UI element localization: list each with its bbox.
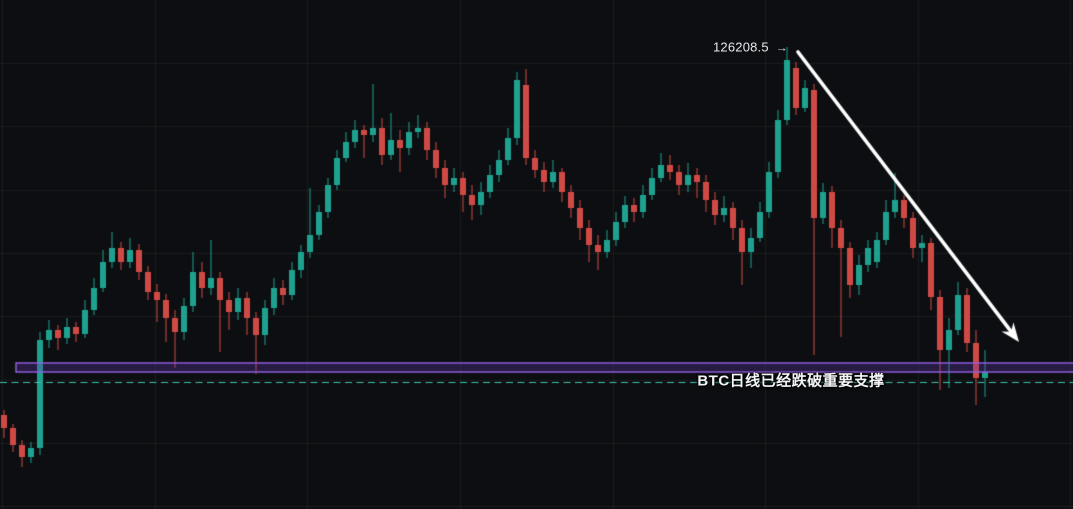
- peak-pointer-arrow-icon: →: [775, 40, 788, 54]
- peak-price-value: 126208.5: [712, 39, 769, 55]
- support-note-text: BTC日线已经跌破重要支撑: [697, 372, 885, 390]
- peak-price-label: 126208.5 →: [713, 40, 788, 55]
